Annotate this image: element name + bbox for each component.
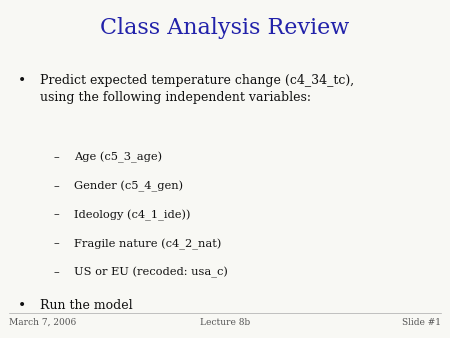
- Text: Predict expected temperature change (c4_34_tc),
using the following independent : Predict expected temperature change (c4_…: [40, 74, 355, 104]
- Text: Class Analysis Review: Class Analysis Review: [100, 17, 350, 39]
- Text: •: •: [18, 74, 26, 88]
- Text: –: –: [54, 152, 60, 162]
- Text: –: –: [54, 267, 60, 277]
- Text: –: –: [54, 181, 60, 191]
- Text: March 7, 2006: March 7, 2006: [9, 318, 76, 327]
- Text: Fragile nature (c4_2_nat): Fragile nature (c4_2_nat): [74, 238, 221, 249]
- Text: •: •: [18, 299, 26, 313]
- Text: Gender (c5_4_gen): Gender (c5_4_gen): [74, 181, 184, 192]
- Text: Slide #1: Slide #1: [402, 318, 441, 327]
- Text: –: –: [54, 210, 60, 220]
- Text: Lecture 8b: Lecture 8b: [200, 318, 250, 327]
- Text: Age (c5_3_age): Age (c5_3_age): [74, 152, 162, 163]
- Text: Run the model: Run the model: [40, 299, 133, 312]
- Text: Ideology (c4_1_ide)): Ideology (c4_1_ide)): [74, 210, 191, 221]
- Text: –: –: [54, 238, 60, 248]
- Text: US or EU (recoded: usa_c): US or EU (recoded: usa_c): [74, 267, 228, 278]
